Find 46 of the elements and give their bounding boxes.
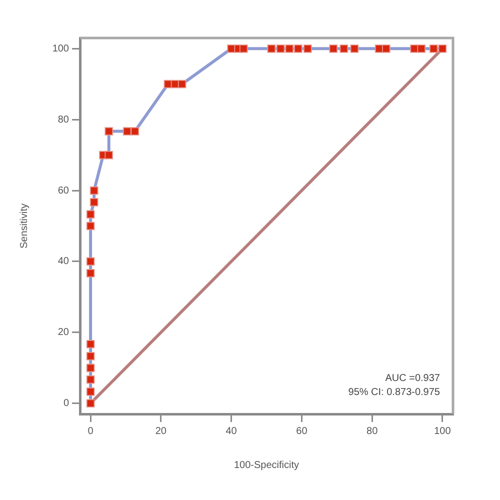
point [382,44,390,53]
point [350,44,359,53]
point [340,44,348,53]
point [329,44,338,53]
point [104,150,114,160]
y-tick-label: 100 [52,43,70,54]
x-tick-label: 100 [434,426,452,437]
y-tick-label: 20 [58,327,70,338]
point [267,44,276,53]
point [239,44,248,53]
point [122,127,132,136]
point [86,387,95,396]
point [303,44,312,53]
point [86,222,95,230]
y-tick-label: 60 [58,185,70,196]
point [417,44,426,53]
point [90,198,98,206]
x-tick-label: 60 [296,426,308,437]
x-tick-label: 80 [366,426,378,437]
x-tick-label: 20 [155,426,167,437]
point [130,127,140,136]
y-tick-label: 40 [58,256,70,268]
point [86,340,95,348]
point [86,210,95,218]
point [438,44,447,53]
point [86,375,95,384]
point [294,44,302,53]
point [86,257,95,266]
point [86,352,95,360]
x-axis-title: 100-Specificity [234,460,300,471]
point [178,80,186,88]
x-tick-label: 0 [88,426,94,437]
annotation: AUC =0.937 [385,372,440,384]
point [276,44,285,53]
point [86,269,95,278]
y-axis-title: Sensitivity [18,203,30,249]
point [90,186,98,195]
point [86,364,95,372]
y-tick-label: 80 [58,114,70,126]
point [429,44,438,53]
x-tick-label: 40 [226,426,238,437]
point [104,127,114,136]
point [285,44,294,53]
y-tick-label: 0 [63,398,70,410]
point [86,399,95,408]
annotation: 95% CI: 0.873-0.975 [348,386,440,398]
